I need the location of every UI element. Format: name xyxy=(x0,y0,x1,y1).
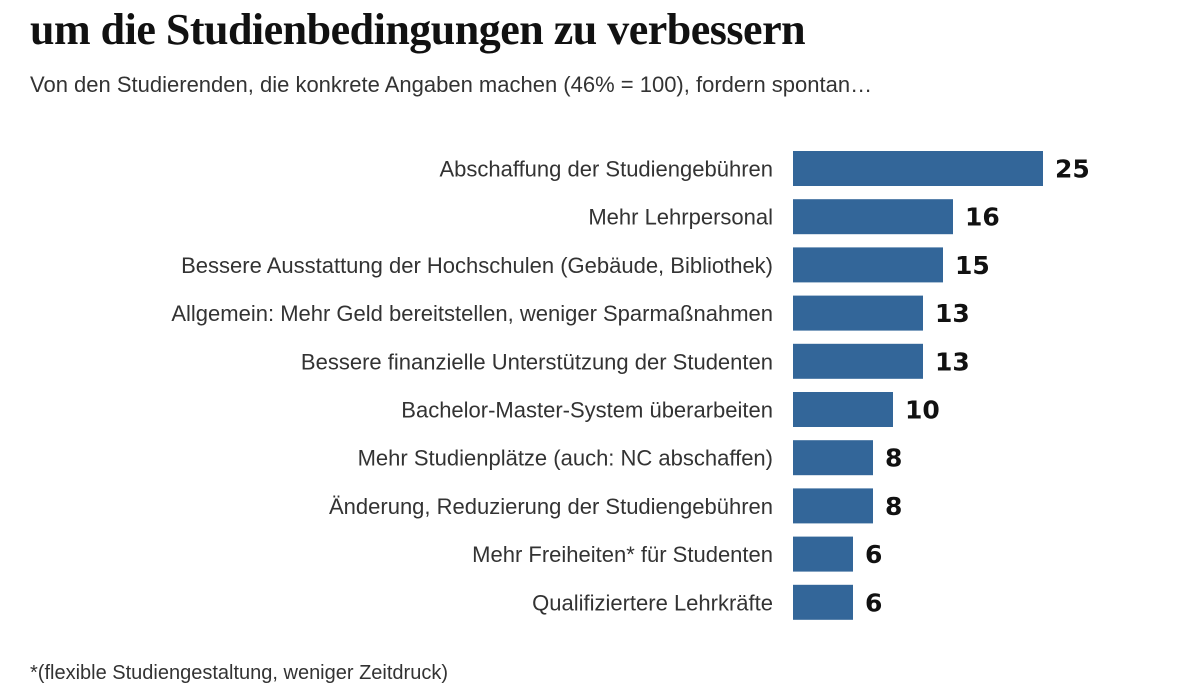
bar xyxy=(793,247,943,283)
value-label: 13 xyxy=(935,299,970,328)
footnote: *(flexible Studiengestaltung, weniger Ze… xyxy=(30,662,448,684)
bar xyxy=(793,295,923,331)
category-label: Bessere finanzielle Unterstützung der St… xyxy=(301,349,773,374)
bar xyxy=(793,440,873,476)
chart-title: um die Studienbedingungen zu verbessern xyxy=(30,5,806,54)
bar xyxy=(793,392,893,427)
bar xyxy=(793,536,853,572)
category-label: Bachelor-Master-System überarbeiten xyxy=(401,398,773,423)
bar xyxy=(793,584,853,620)
category-label: Mehr Studienplätze (auch: NC abschaffen) xyxy=(358,446,773,471)
category-label: Bessere Ausstattung der Hochschulen (Geb… xyxy=(181,253,773,278)
category-label: Qualifiziertere Lehrkräfte xyxy=(532,590,773,615)
bar xyxy=(793,199,953,235)
category-label: Allgemein: Mehr Geld bereitstellen, weni… xyxy=(171,301,773,326)
category-label: Abschaffung der Studiengebühren xyxy=(439,157,773,182)
value-label: 8 xyxy=(885,444,902,473)
value-label: 6 xyxy=(865,540,882,569)
bar xyxy=(793,488,873,524)
bar-chart: Abschaffung der Studiengebühren 25 Mehr Le… xyxy=(171,151,1090,620)
category-label: Mehr Lehrpersonal xyxy=(588,205,773,230)
value-label: 6 xyxy=(865,588,882,617)
value-label: 8 xyxy=(885,492,902,521)
category-label: Änderung, Reduzierung der Studiengebühre… xyxy=(329,494,773,519)
value-label: 15 xyxy=(955,251,990,280)
value-label: 25 xyxy=(1055,155,1090,184)
value-label: 10 xyxy=(905,396,940,425)
bar xyxy=(793,343,923,379)
value-label: 16 xyxy=(965,203,1000,232)
chart-subtitle: Von den Studierenden, die konkrete Angab… xyxy=(30,72,873,97)
bar xyxy=(793,151,1043,186)
value-label: 13 xyxy=(935,347,970,376)
category-label: Mehr Freiheiten* für Studenten xyxy=(472,542,773,567)
